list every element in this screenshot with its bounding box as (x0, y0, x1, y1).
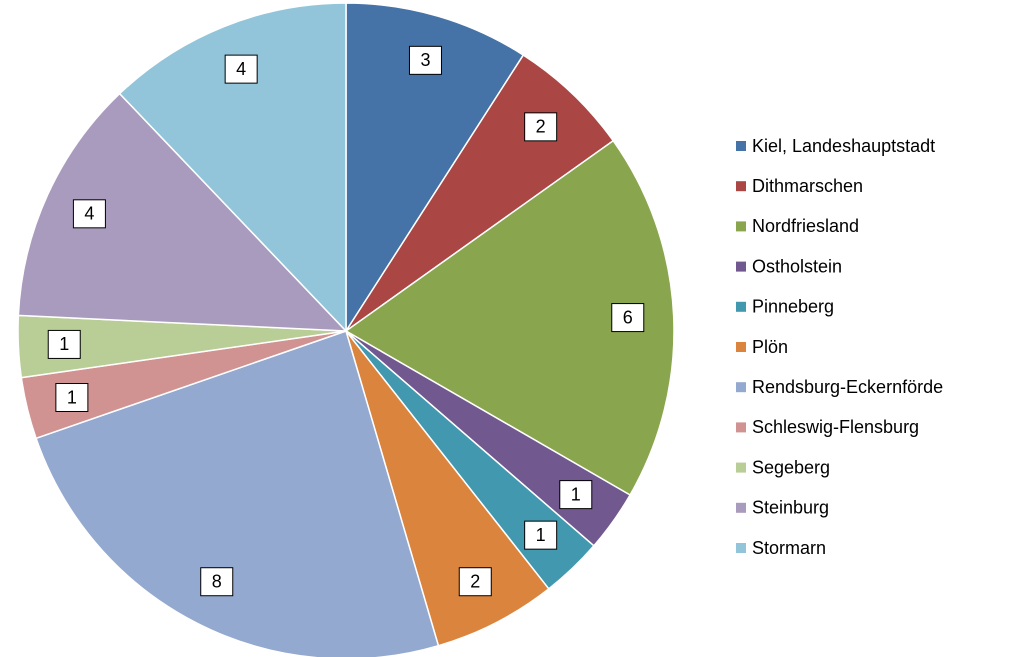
legend-label: Plön (752, 337, 788, 357)
legend-swatch (736, 462, 746, 473)
legend-label: Schleswig-Flensburg (752, 417, 919, 437)
legend-swatch (736, 342, 746, 352)
data-label-box (408, 45, 442, 75)
data-label-box (524, 520, 558, 550)
data-label: 3 (420, 50, 430, 70)
legend-swatch (736, 261, 746, 272)
data-label-box (524, 112, 558, 142)
data-label-box (200, 567, 234, 597)
legend-swatch (736, 141, 746, 151)
data-label-box (559, 480, 593, 510)
legend-label: Ostholstein (752, 256, 842, 276)
legend-label: Dithmarschen (752, 176, 863, 196)
data-label-box (47, 329, 81, 359)
data-label: 2 (470, 571, 480, 591)
data-label-box (611, 303, 645, 333)
legend-swatch (736, 422, 746, 433)
legend-swatch (736, 221, 746, 232)
data-label: 6 (623, 307, 633, 327)
pie-slice (345, 2, 525, 334)
data-label: 1 (59, 334, 69, 354)
legend-label: Nordfriesland (752, 216, 859, 236)
data-label: 4 (84, 204, 94, 224)
data-label: 8 (212, 571, 222, 591)
legend-label: Stormarn (752, 538, 826, 558)
legend-label: Pinneberg (752, 297, 834, 317)
data-label: 1 (67, 387, 77, 407)
data-label-box (458, 567, 492, 597)
legend-label: Rendsburg-Eckernförde (752, 377, 943, 397)
data-label-box (55, 383, 89, 413)
legend-label: Steinburg (752, 498, 829, 518)
legend-swatch (736, 181, 746, 192)
data-label: 1 (536, 525, 546, 545)
pie-slice (344, 139, 675, 497)
data-label-box (72, 199, 106, 229)
data-label-box (224, 54, 258, 84)
data-label: 1 (571, 484, 581, 504)
pie-slice (35, 330, 440, 657)
legend-swatch (736, 301, 746, 312)
legend-label: Kiel, Landeshauptstadt (752, 136, 935, 156)
legend-swatch (736, 382, 746, 393)
pie-slice (118, 2, 347, 333)
pie-slice (345, 330, 550, 647)
legend-swatch (736, 543, 746, 553)
data-label: 2 (536, 117, 546, 137)
pie-slice (17, 92, 348, 332)
legend-label: Segeberg (752, 457, 830, 477)
legend-swatch (736, 502, 746, 513)
data-label: 4 (236, 59, 246, 79)
